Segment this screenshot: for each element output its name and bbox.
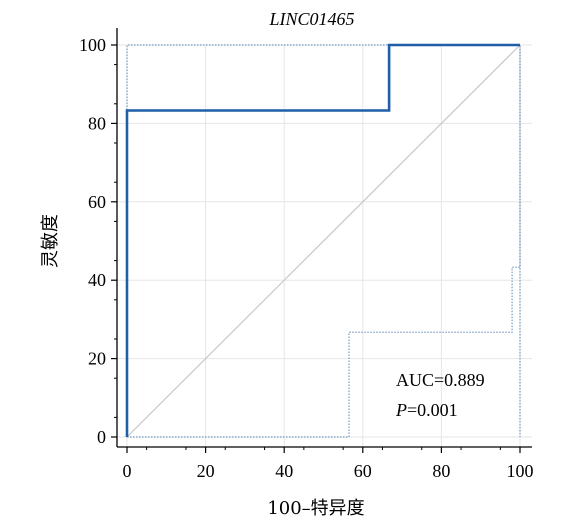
x-tick-label: 60 [354,461,372,481]
y-tick-label: 60 [88,192,106,212]
y-tick-label: 20 [88,349,106,369]
y-axis-label: 灵敏度 [40,214,61,268]
p-symbol: P [395,400,407,420]
series-line-reference [126,44,521,438]
x-axis-label: 100–特异度 [267,498,364,519]
x-tick-label: 40 [275,461,293,481]
chart-title: LINC01465 [268,9,354,29]
series-group [125,43,521,438]
p-value: =0.001 [407,400,458,420]
y-tick-label: 80 [88,113,106,133]
x-tick-label: 100 [507,461,534,481]
series-line-dotted [127,45,521,438]
y-tick-label: 40 [88,270,106,290]
series-line-solid [125,43,520,437]
y-tick-label: 100 [79,35,106,55]
x-tick-label: 20 [197,461,215,481]
p-value-annotation: P=0.001 [395,400,458,420]
auc-annotation: AUC=0.889 [396,370,485,390]
x-tick-label: 0 [123,461,132,481]
ticks: 0 20 40 60 80 100 0 20 40 60 80 100 [79,35,534,481]
y-tick-label: 0 [97,427,106,447]
x-tick-label: 80 [432,461,450,481]
